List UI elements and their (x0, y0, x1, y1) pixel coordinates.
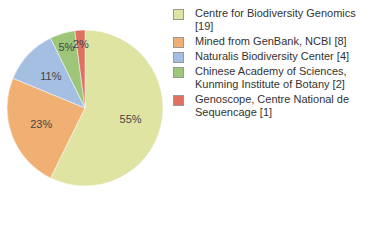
legend-swatch (173, 95, 184, 106)
legend-entry: Naturalis Biodiversity Center [4] (173, 50, 367, 63)
data-label: 11% (40, 70, 61, 82)
legend-swatch (173, 67, 184, 78)
pie-area: 55%23%11%5%2% (0, 0, 170, 240)
legend-label: Naturalis Biodiversity Center [4] (195, 50, 349, 62)
legend-swatch (173, 52, 184, 63)
legend-entry: Chinese Academy of Sciences, Kunming Ins… (173, 65, 367, 91)
data-label: 55% (120, 113, 142, 125)
legend: Centre for Biodiversity Genomics [19] Min… (173, 7, 373, 121)
data-labels: 55%23%11%5%2% (30, 38, 142, 130)
data-label: 2% (73, 38, 89, 50)
legend-label: Mined from GenBank, NCBI [8] (195, 35, 347, 47)
chart-root: 55%23%11%5%2% Centre for Biodiversity Ge… (0, 0, 380, 240)
legend-entry: Genoscope, Centre National de Sequencage… (173, 93, 367, 119)
legend-swatch (173, 37, 184, 48)
slices (7, 30, 163, 186)
legend-entry: Mined from GenBank, NCBI [8] (173, 35, 367, 48)
legend-entry: Centre for Biodiversity Genomics [19] (173, 7, 367, 33)
data-label: 23% (30, 118, 52, 130)
legend-swatch (173, 9, 184, 20)
legend-label: Genoscope, Centre National de Sequencage… (195, 93, 349, 118)
legend-label: Chinese Academy of Sciences, Kunming Ins… (195, 65, 347, 90)
legend-label: Centre for Biodiversity Genomics [19] (195, 7, 356, 32)
